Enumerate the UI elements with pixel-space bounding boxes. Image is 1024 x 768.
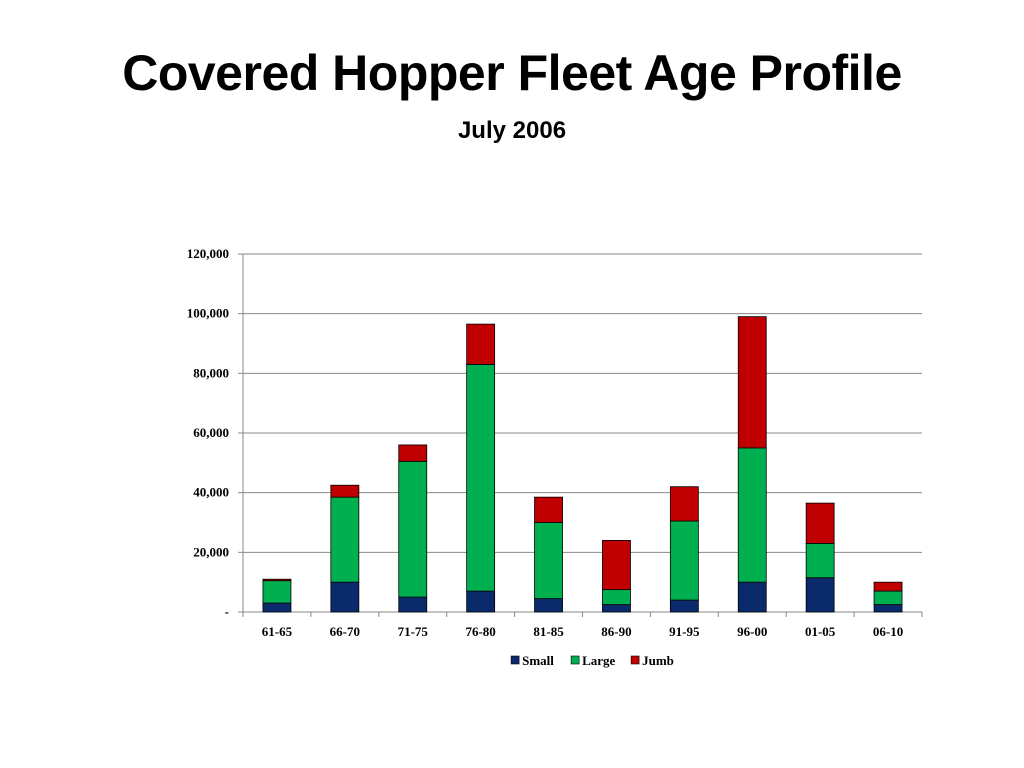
- bar-large: [805, 542, 835, 579]
- legend-label-jumb: Jumb: [642, 653, 674, 668]
- bar-jumb: [398, 444, 428, 462]
- bar-small: [330, 581, 360, 613]
- x-tick-label: 76-80: [465, 624, 495, 639]
- bar-jumb: [737, 316, 767, 449]
- y-tick-label: -: [225, 604, 229, 619]
- slide-title: Covered Hopper Fleet Age Profile: [122, 45, 902, 101]
- bar-small: [398, 596, 428, 613]
- y-tick-label: 100,000: [187, 306, 229, 321]
- legend-swatch-large: [570, 655, 580, 665]
- bar-jumb: [602, 540, 631, 591]
- y-tick-label: 80,000: [193, 365, 229, 380]
- x-tick-label: 01-05: [805, 624, 836, 639]
- bar-large: [602, 589, 631, 605]
- bar-jumb: [534, 496, 563, 523]
- x-tick-label: 66-70: [330, 624, 360, 639]
- bar-jumb: [805, 502, 835, 544]
- bar-jumb: [669, 486, 699, 522]
- y-tick-label: 60,000: [193, 425, 229, 440]
- bar-large: [398, 460, 428, 598]
- bar-large: [534, 522, 563, 599]
- y-tick-label: 20,000: [193, 544, 229, 559]
- x-tick-label: 96-00: [737, 624, 767, 639]
- bar-large: [466, 363, 496, 592]
- bar-small: [805, 577, 835, 613]
- bar-jumb: [262, 578, 292, 582]
- bar-small: [602, 604, 631, 613]
- x-tick-label: 71-75: [398, 624, 429, 639]
- x-tick-label: 91-95: [669, 624, 700, 639]
- bar-small: [534, 598, 563, 613]
- bar-large: [873, 590, 903, 605]
- bar-large: [737, 447, 767, 583]
- y-tick-label: 120,000: [187, 246, 229, 261]
- bar-small: [466, 590, 496, 613]
- legend-label-small: Small: [522, 653, 554, 668]
- legend-swatch-jumb: [630, 655, 640, 665]
- bar-large: [262, 580, 292, 604]
- x-tick-label: 81-85: [533, 624, 564, 639]
- x-tick-label: 61-65: [262, 624, 293, 639]
- x-tick-label: 86-90: [601, 624, 631, 639]
- x-tick-label: 06-10: [873, 624, 903, 639]
- legend-swatch-small: [510, 655, 520, 665]
- bar-jumb: [330, 484, 360, 498]
- bar-small: [873, 604, 903, 613]
- bar-large: [330, 496, 360, 583]
- bar-small: [737, 581, 767, 613]
- bar-jumb: [466, 323, 496, 365]
- y-tick-label: 40,000: [193, 485, 229, 500]
- bar-small: [262, 602, 292, 613]
- bar-jumb: [873, 581, 903, 592]
- slide-subtitle: July 2006: [457, 117, 567, 144]
- bar-large: [669, 520, 699, 601]
- bar-small: [669, 599, 699, 613]
- legend-label-large: Large: [582, 653, 615, 668]
